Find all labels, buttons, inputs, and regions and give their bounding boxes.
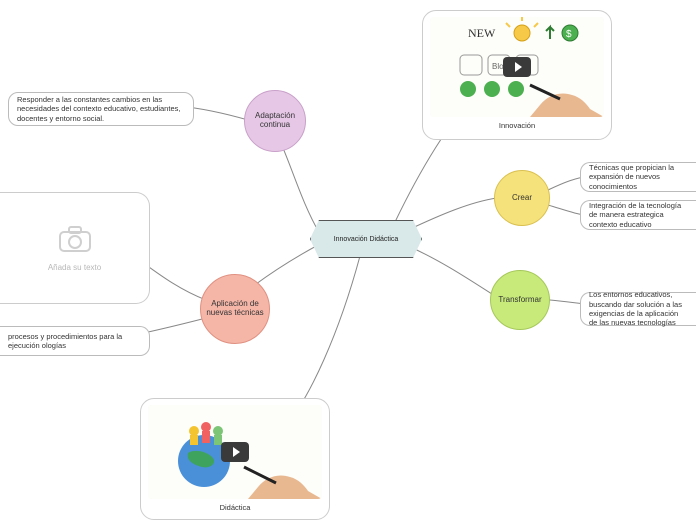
note-aplicacion-text: procesos y procedimientos para la ejecuc…: [8, 332, 141, 351]
video-card-innovacion[interactable]: NEW $ Blog Innovación: [422, 10, 612, 140]
camera-icon: [58, 225, 92, 257]
play-icon[interactable]: [503, 57, 531, 77]
node-crear-label: Crear: [512, 194, 532, 203]
svg-text:$: $: [566, 29, 572, 40]
note-transformar: Los entornos educativos, buscando dar so…: [580, 292, 696, 326]
node-aplicacion[interactable]: Aplicación de nuevas técnicas: [200, 274, 270, 344]
note-crear-2-text: Integración de la tecnología de manera e…: [589, 201, 688, 229]
video-thumb-didactica[interactable]: [148, 405, 322, 499]
note-aplicacion: procesos y procedimientos para la ejecuc…: [0, 326, 150, 356]
video-card-didactica[interactable]: Didáctica: [140, 398, 330, 520]
node-transformar[interactable]: Transformar: [490, 270, 550, 330]
mindmap-canvas: { "center": { "label": "Innovación Didác…: [0, 0, 696, 520]
node-adaptacion[interactable]: Adaptación continua: [244, 90, 306, 152]
node-crear[interactable]: Crear: [494, 170, 550, 226]
note-crear-1-text: Técnicas que propician la expansión de n…: [589, 163, 688, 191]
svg-text:NEW: NEW: [468, 26, 496, 40]
video-thumb-innovacion[interactable]: NEW $ Blog: [430, 17, 604, 117]
center-label: Innovación Didáctica: [334, 236, 399, 243]
video-caption-innovacion: Innovación: [499, 121, 535, 130]
placeholder-text: Añada su texto: [48, 263, 101, 272]
image-placeholder-card[interactable]: Añada su texto: [0, 192, 150, 304]
node-aplicacion-label: Aplicación de nuevas técnicas: [205, 300, 265, 318]
play-icon[interactable]: [221, 442, 249, 462]
note-transformar-text: Los entornos educativos, buscando dar so…: [589, 290, 688, 328]
note-crear-1: Técnicas que propician la expansión de n…: [580, 162, 696, 192]
node-transformar-label: Transformar: [498, 296, 541, 305]
note-crear-2: Integración de la tecnología de manera e…: [580, 200, 696, 230]
node-adaptacion-label: Adaptación continua: [249, 112, 301, 130]
center-node[interactable]: Innovación Didáctica: [310, 220, 422, 258]
video-caption-didactica: Didáctica: [220, 503, 251, 512]
note-adaptacion: Responder a las constantes cambios en la…: [8, 92, 194, 126]
note-adaptacion-text: Responder a las constantes cambios en la…: [17, 95, 185, 123]
